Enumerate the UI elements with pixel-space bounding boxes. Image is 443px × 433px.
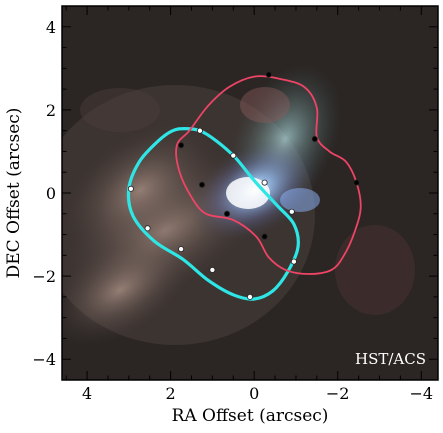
series-1-marker-6: [246, 293, 253, 300]
series-1-marker-9: [144, 225, 151, 232]
y-tick-labels: 4 2 0 −2 −4: [32, 18, 56, 369]
series-1-marker-1: [196, 127, 203, 134]
x-tick-label: −4: [410, 384, 434, 403]
y-tick-label: 4: [46, 18, 56, 37]
series-2-marker-6: [311, 135, 318, 142]
series-2-marker-5: [265, 71, 272, 78]
series-1-curve: [126, 127, 300, 301]
x-tick-label: 2: [166, 384, 176, 403]
y-tick-label: −4: [32, 350, 56, 369]
x-axis-label: RA Offset (arcsec): [172, 406, 329, 426]
series-2-marker-1: [178, 142, 185, 149]
x-tick-label: 4: [82, 384, 92, 403]
series-2-marker-4: [261, 233, 268, 240]
series-1-marker-3: [261, 179, 268, 186]
series-2-marker-3: [223, 210, 230, 217]
x-tick-label: 0: [249, 384, 259, 403]
series-1-marker-4: [288, 208, 295, 215]
series-markers: [127, 71, 360, 300]
series-1-marker-10: [127, 185, 134, 192]
annotation-label: HST/ACS: [355, 350, 426, 368]
series-2-marker-2: [198, 181, 205, 188]
series-1-marker-2: [230, 152, 237, 159]
y-tick-label: −2: [32, 267, 56, 286]
y-axis-label: DEC Offset (arcsec): [4, 108, 24, 279]
x-tick-labels: 4 2 0 −2 −4: [82, 384, 433, 403]
series-1-marker-8: [178, 246, 185, 253]
series-1-marker-7: [209, 266, 216, 273]
y-tick-label: 2: [46, 101, 56, 120]
series-1-marker-5: [290, 258, 297, 265]
series-curves: [126, 75, 362, 301]
series-2-marker-7: [353, 179, 360, 186]
plot-area: [61, 5, 439, 381]
hst-image: [62, 64, 415, 346]
x-tick-label: −2: [326, 384, 350, 403]
y-tick-label: 0: [46, 184, 56, 203]
axis-ticks: [62, 5, 438, 380]
series-2-curve: [175, 75, 362, 275]
